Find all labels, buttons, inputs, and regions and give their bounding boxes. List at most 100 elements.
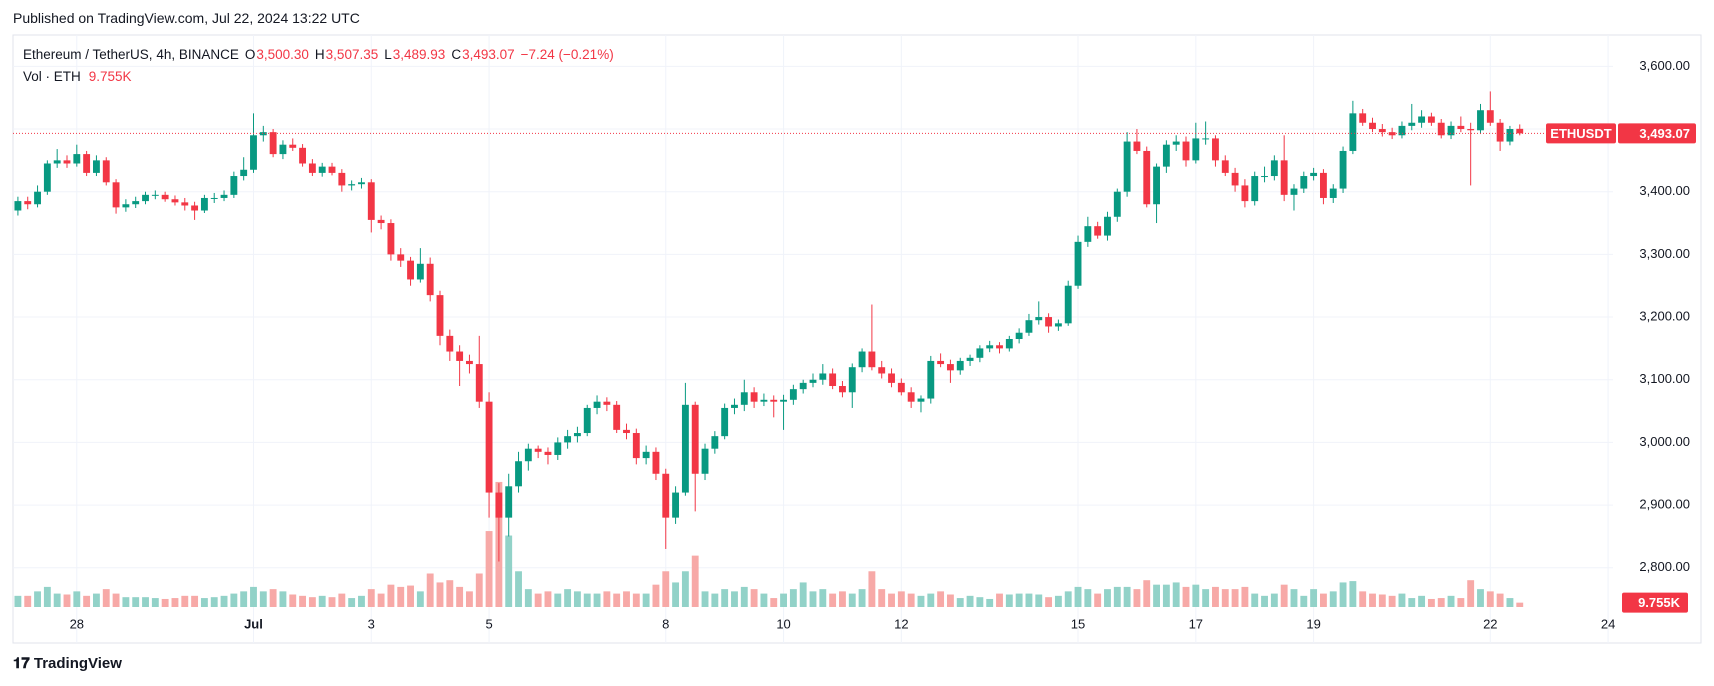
field-key: H	[314, 47, 325, 62]
candle-body	[269, 132, 277, 155]
candle-body	[819, 373, 827, 380]
volume-bar	[1506, 598, 1514, 607]
candle-body	[839, 386, 846, 393]
candle-body	[721, 407, 729, 437]
volume-bar	[407, 585, 414, 607]
candle-body	[1506, 129, 1514, 142]
volume-bar	[269, 589, 277, 607]
candle-body	[338, 172, 346, 186]
candle-body	[1319, 172, 1327, 198]
volume-bar	[1477, 589, 1484, 607]
candle-body	[573, 433, 581, 437]
candle-body	[1398, 125, 1406, 136]
candle-body	[436, 295, 444, 336]
x-tick-label: 24	[1601, 616, 1615, 631]
field-key: L	[384, 47, 392, 62]
candle-body	[387, 223, 395, 255]
volume-bar	[534, 593, 542, 607]
candle-body	[515, 461, 522, 487]
candle-body	[181, 202, 189, 206]
volume-bar	[318, 595, 326, 607]
volume-bar	[623, 591, 630, 607]
volume-bar	[1369, 593, 1376, 607]
volume-bar	[1104, 589, 1111, 607]
volume-bar	[250, 586, 257, 607]
candle-body	[308, 163, 316, 173]
candle-body	[996, 345, 1003, 349]
volume-bar	[102, 589, 110, 607]
candle-body	[1025, 320, 1033, 333]
volume-bar	[348, 598, 356, 607]
volume-bar	[308, 597, 316, 607]
candle-body	[1212, 138, 1219, 161]
candle-body	[1064, 285, 1072, 324]
candle-body	[770, 399, 778, 402]
volume-bar	[93, 593, 100, 607]
volume-bar	[976, 597, 984, 607]
volume-bar	[426, 573, 434, 607]
candle-body	[1123, 141, 1131, 192]
volume-bar	[1467, 580, 1475, 607]
candle-body	[1054, 323, 1062, 327]
volume-bar	[839, 591, 846, 607]
candle-body	[848, 367, 856, 393]
candle-body	[328, 166, 336, 173]
candle-body	[740, 392, 748, 405]
candle-body	[1457, 125, 1465, 130]
volume-bar	[259, 591, 267, 607]
volume-bar	[946, 594, 954, 607]
volume-bar	[878, 589, 886, 607]
candle-body	[495, 492, 503, 518]
field-value: 3,500.30	[256, 47, 309, 62]
volume-bar	[1025, 593, 1033, 607]
candle-body	[1143, 150, 1151, 205]
candle-body	[956, 360, 964, 371]
volume-bar	[1123, 586, 1131, 607]
volume-bar	[897, 591, 905, 607]
volume-bar	[799, 582, 807, 607]
volume-bar	[1192, 584, 1200, 607]
candle-body	[829, 373, 837, 387]
volume-bar	[1153, 584, 1160, 607]
candle-body	[1369, 122, 1376, 130]
candle-body	[789, 389, 797, 400]
volume-bar	[299, 595, 307, 607]
volume-bar	[495, 481, 503, 607]
volume-bar	[642, 593, 650, 607]
candle-body	[1329, 188, 1337, 198]
candle-body	[475, 364, 483, 402]
volume-bar	[1143, 580, 1151, 607]
volume-bar	[1162, 584, 1170, 607]
candle-body	[897, 382, 905, 393]
volume-bar	[191, 595, 199, 607]
candle-body	[397, 254, 405, 261]
candle-body	[1447, 125, 1455, 136]
volume-bar	[279, 591, 287, 607]
volume-bar	[161, 598, 169, 607]
volume-bar	[1349, 581, 1357, 607]
candle-body	[642, 451, 650, 459]
volume-bar	[593, 593, 601, 607]
candle-body	[1133, 141, 1141, 151]
candle-body	[1182, 141, 1190, 161]
candle-body	[524, 448, 532, 462]
volume-bar	[505, 535, 513, 607]
candle-body	[1221, 160, 1229, 173]
y-tick-label: 3,100.00	[1639, 371, 1690, 386]
candle-body	[53, 160, 61, 164]
volume-bar	[1015, 593, 1023, 607]
candle-body	[122, 204, 130, 208]
candle-body	[1192, 138, 1200, 161]
volume-bar	[603, 591, 611, 607]
candle-body	[1300, 176, 1308, 189]
volume-bar	[1418, 595, 1426, 607]
volume-title: Vol · ETH	[23, 69, 81, 84]
candle-body	[986, 345, 994, 349]
volume-bar	[397, 586, 405, 607]
volume-bar	[770, 598, 778, 607]
volume-bar	[387, 584, 395, 607]
candle-body	[230, 176, 238, 195]
y-tick-label: 3,400.00	[1639, 183, 1690, 198]
volume-bar	[73, 591, 81, 607]
